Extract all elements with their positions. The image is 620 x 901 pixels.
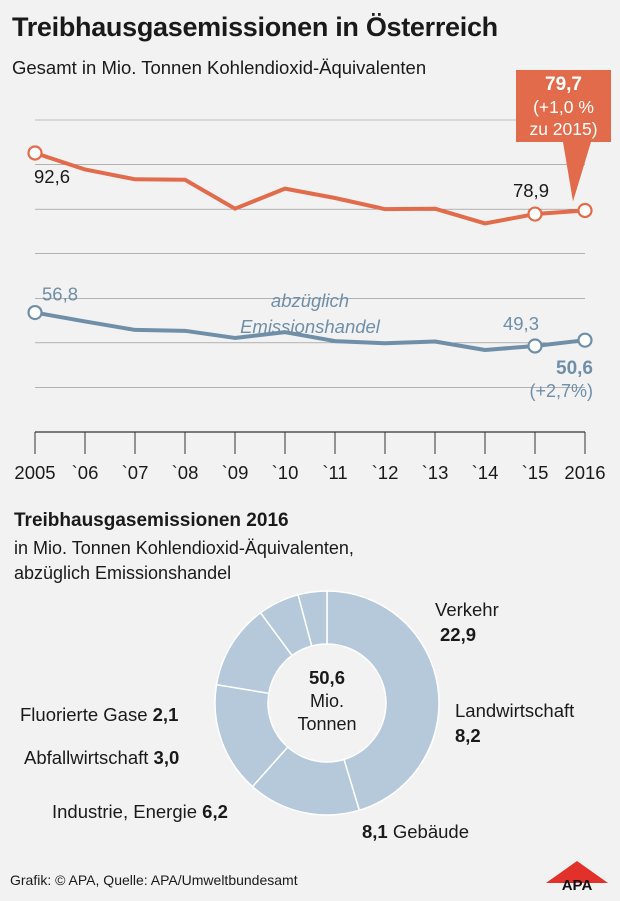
callout-change: (+1,0 % xyxy=(533,97,594,117)
slice-label: Verkehr xyxy=(435,599,499,620)
chart-subtitle: Gesamt in Mio. Tonnen Kohlendioxid-Äquiv… xyxy=(12,57,427,78)
x-tick-label: `09 xyxy=(222,462,249,483)
series-line-1 xyxy=(33,310,587,352)
x-tick-label: `06 xyxy=(72,462,99,483)
donut-center-unit: Mio. xyxy=(310,691,344,711)
slice-value: 22,9 xyxy=(440,624,476,645)
donut-slice-industrie-energie xyxy=(215,611,294,695)
donut-center-unit: Tonnen xyxy=(297,714,356,734)
data-label: 49,3 xyxy=(503,313,539,334)
slice-label: Industrie, Energie 6,2 xyxy=(52,801,228,822)
donut-slice-abfallwirtschaft xyxy=(259,593,313,657)
donut-slice-landwirtschaft xyxy=(251,745,361,816)
callout-box xyxy=(516,70,611,202)
data-point xyxy=(577,202,593,219)
end-change-label: (+2,7%) xyxy=(529,381,593,401)
x-tick-label: `07 xyxy=(122,462,149,483)
source-footer: Grafik: © APA, Quelle: APA/Umweltbundesa… xyxy=(10,872,298,888)
data-label: 78,9 xyxy=(513,180,549,201)
slice-label: Abfallwirtschaft 3,0 xyxy=(24,747,179,768)
slice-label-text: Fluorierte Gase xyxy=(20,704,153,725)
x-tick-label: 2016 xyxy=(564,462,605,483)
data-label: 92,6 xyxy=(34,166,70,187)
series-name-label: abzüglich xyxy=(271,290,349,311)
slice-label-text: Abfallwirtschaft xyxy=(24,747,154,768)
x-tick-label: 2005 xyxy=(14,462,55,483)
donut-subtitle: in Mio. Tonnen Kohlendioxid-Äquivalenten… xyxy=(14,536,354,586)
data-point xyxy=(27,145,43,161)
callout-reference: zu 2015) xyxy=(529,119,597,139)
apa-logo-text: APA xyxy=(562,877,593,891)
data-label: 56,8 xyxy=(42,284,78,305)
donut-slice-gebäude xyxy=(214,683,289,788)
donut-title: Treibhausgasemissionen 2016 xyxy=(14,510,289,531)
x-tick-label: `14 xyxy=(472,462,499,483)
slice-value: 3,0 xyxy=(154,747,180,768)
x-tick-label: `10 xyxy=(272,462,299,483)
donut-slice-fluorierte-gase xyxy=(297,590,328,647)
donut-center-value: 50,6 xyxy=(309,667,345,688)
data-point xyxy=(527,338,543,354)
end-value-label: 50,6 xyxy=(556,358,593,379)
donut-subtitle-line-1: in Mio. Tonnen Kohlendioxid-Äquivalenten… xyxy=(14,538,354,558)
apa-logo: APA xyxy=(546,861,608,891)
data-point xyxy=(527,206,543,222)
donut-subtitle-line-2: abzüglich Emissionshandel xyxy=(14,563,232,583)
data-point xyxy=(577,332,593,348)
line-chart: 2005 `06 `07 `08 `09 `10 `11 `12 `13 `14 `15 2016 92… xyxy=(14,70,611,483)
donut-slice-verkehr xyxy=(326,590,440,812)
series-name-label: Emissionshandel xyxy=(240,316,381,337)
slice-value: 8,1 xyxy=(362,821,393,842)
slice-value: 8,2 xyxy=(455,725,481,746)
slice-value: 6,2 xyxy=(202,801,228,822)
slice-label: Landwirtschaft xyxy=(455,700,574,721)
slice-label-text: Industrie, Energie xyxy=(52,801,202,822)
x-tick-label: `12 xyxy=(372,462,399,483)
x-tick-label: `15 xyxy=(522,462,549,483)
series-line-0 xyxy=(33,150,587,226)
slice-label-text: Gebäude xyxy=(393,821,469,842)
x-tick-label: `08 xyxy=(172,462,199,483)
slice-label: Fluorierte Gase 2,1 xyxy=(20,704,178,725)
x-tick-label: `13 xyxy=(422,462,449,483)
slice-value: 2,1 xyxy=(153,704,179,725)
data-point xyxy=(27,304,43,321)
chart-title: Treibhausgasemissionen in Österreich xyxy=(12,12,498,42)
callout-value: 79,7 xyxy=(545,74,582,95)
x-tick-label: `11 xyxy=(322,462,347,483)
slice-label: 8,1 Gebäude xyxy=(362,821,469,842)
